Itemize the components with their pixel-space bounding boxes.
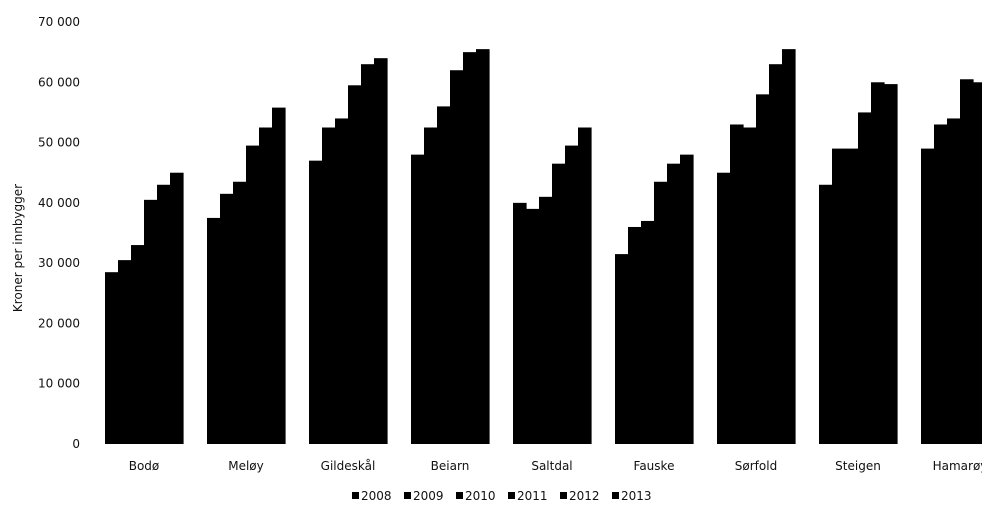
bar-2008-1 [207,217,221,444]
bar-2010-6 [743,127,757,444]
category-label: Steigen [835,459,881,473]
legend-label: 2008 [361,489,392,503]
y-tick-label: 70 000 [38,15,80,29]
bar-2009-6 [730,124,744,444]
bar-2008-5 [615,254,629,444]
legend-swatch [352,492,359,499]
legend-label: 2013 [621,489,652,503]
category-label: Bodø [129,459,160,473]
category-label: Meløy [228,459,264,473]
legend: 2008 2009 2010 2011 2012 2013 [352,489,652,503]
bar-2008-3 [411,154,425,444]
bar-2011-8 [960,79,974,445]
y-tick-label: 20 000 [38,316,80,330]
bar-2009-3 [424,127,438,444]
bar-2009-8 [934,124,948,444]
bar-2013-7 [884,84,898,444]
bar-2009-7 [832,148,846,444]
bar-2012-5 [667,163,681,444]
bar-2013-4 [578,127,592,444]
bar-2011-6 [756,94,770,444]
legend-swatch [612,492,619,499]
bar-2010-1 [233,181,247,444]
bar-2011-0 [144,199,158,444]
bar-2011-5 [654,181,668,444]
legend-swatch [508,492,515,499]
bar-2012-6 [769,64,783,444]
category-labels: Bodø Meløy Gildeskål Beiarn Saltdal Fauske Sør… [129,459,982,473]
bar-2013-0 [170,172,184,444]
bar-2008-2 [309,160,323,444]
y-tick-label: 60 000 [38,75,80,89]
bar-2011-4 [552,163,566,444]
y-axis-label-group: Kroner per innbygger [11,184,25,312]
legend-swatch [404,492,411,499]
bar-2009-2 [322,127,336,444]
bar-2010-8 [947,118,961,444]
bar-2008-7 [819,184,833,444]
bar-2012-3 [463,52,477,445]
bar-2008-6 [717,172,731,444]
legend-label: 2009 [413,489,444,503]
bar-2008-8 [921,148,935,444]
y-tick-label: 30 000 [38,256,80,270]
y-axis-label: Kroner per innbygger [11,184,25,312]
bar-2010-2 [335,118,349,444]
bar-2013-2 [374,58,388,445]
y-tick-label: 50 000 [38,136,80,150]
bar-2012-7 [871,82,885,445]
bar-2012-2 [361,64,375,444]
y-tick-label: 40 000 [38,196,80,210]
bar-2009-1 [220,193,234,444]
y-tick-label: 10 000 [38,377,80,391]
y-axis-ticks: 0 10 000 20 000 30 000 40 000 50 000 60 000 70 … [38,15,80,451]
bar-2011-2 [348,85,362,445]
y-tick-label: 0 [72,437,80,451]
category-label: Beiarn [431,459,470,473]
bar-2010-0 [131,245,145,444]
bar-2011-7 [858,112,872,444]
bar-2011-3 [450,70,464,444]
bar-2010-3 [437,106,451,445]
bar-2013-1 [272,107,286,444]
bar-2012-0 [157,184,171,444]
bar-2010-7 [845,148,859,444]
legend-label: 2011 [517,489,548,503]
bar-2012-4 [565,145,579,445]
bar-2010-4 [539,196,553,444]
bar-2011-1 [246,145,260,445]
bar-2008-4 [513,202,527,444]
category-label: Hamarøy [933,459,982,473]
legend-label: 2010 [465,489,496,503]
bar-2013-5 [680,154,694,444]
legend-swatch [560,492,567,499]
bar-2012-1 [259,127,273,444]
category-label: Saltdal [531,459,572,473]
category-label: Sørfold [735,459,777,473]
bar-2009-4 [526,208,540,444]
bar-2012-8 [973,82,982,445]
bar-2013-6 [782,49,796,444]
category-label: Gildeskål [321,459,376,473]
bar-2008-0 [105,272,119,444]
legend-label: 2012 [569,489,600,503]
bar-2009-5 [628,226,642,444]
bar-2010-5 [641,220,655,444]
legend-swatch [456,492,463,499]
bar-2009-0 [118,260,132,444]
bars-group [105,49,982,445]
category-label: Fauske [634,459,675,473]
bar-2013-3 [476,49,490,444]
